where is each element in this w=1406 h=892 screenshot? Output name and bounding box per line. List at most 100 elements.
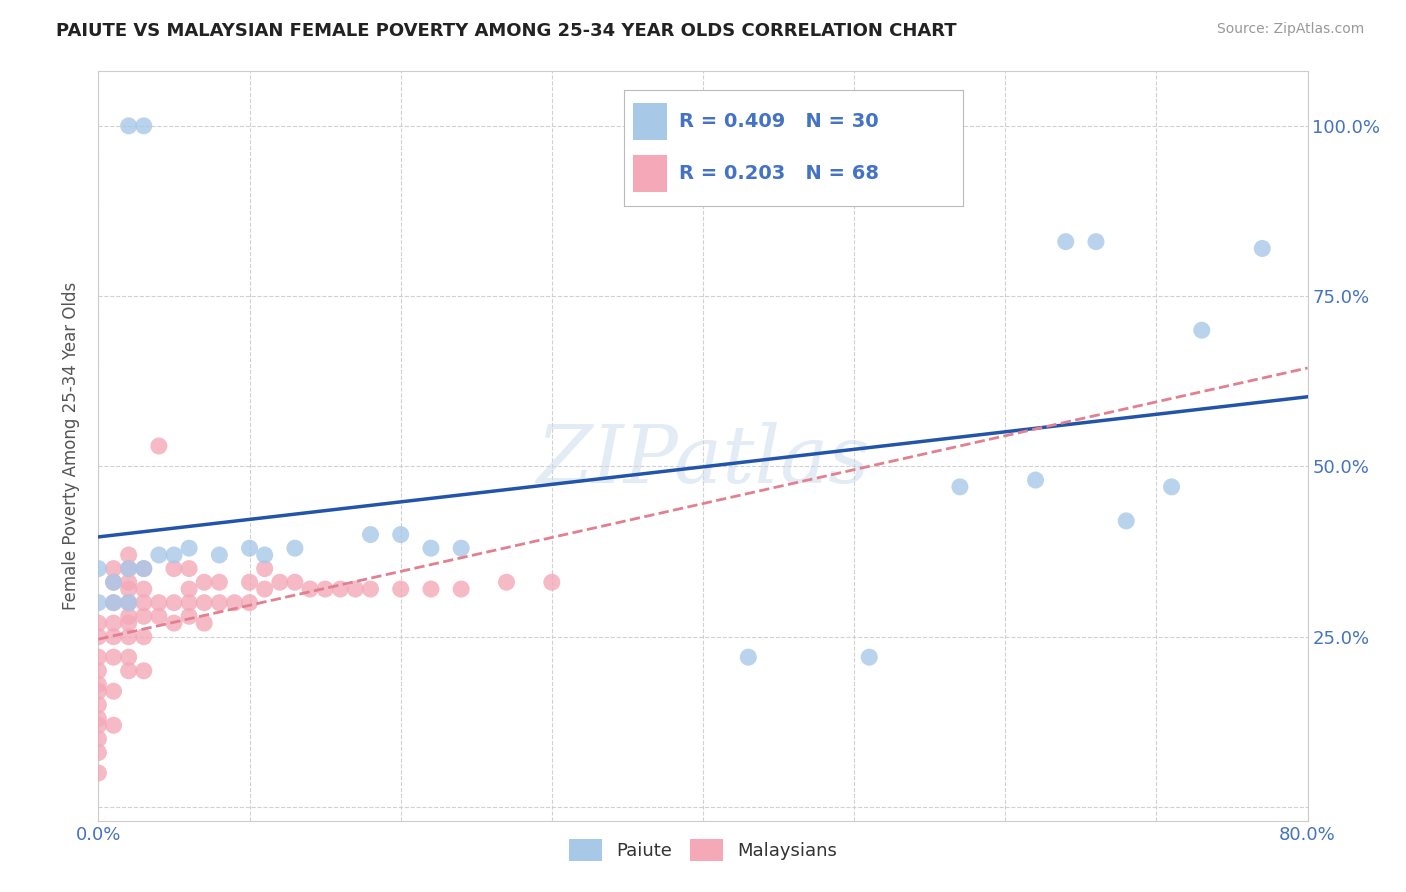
Point [450, 582, 472, 596]
Point [132, 561, 155, 575]
Point [1115, 514, 1137, 528]
Point [103, 561, 125, 575]
Point [224, 596, 246, 610]
Point [163, 561, 186, 575]
Point [87, 718, 110, 732]
Point [148, 548, 170, 562]
Point [103, 616, 125, 631]
Text: PAIUTE VS MALAYSIAN FEMALE POVERTY AMONG 25-34 YEAR OLDS CORRELATION CHART: PAIUTE VS MALAYSIAN FEMALE POVERTY AMONG… [56, 22, 957, 40]
Point [118, 561, 141, 575]
Point [118, 664, 141, 678]
Point [132, 630, 155, 644]
Point [87, 731, 110, 746]
Point [1054, 235, 1077, 249]
Point [1191, 323, 1213, 337]
Point [420, 541, 443, 556]
Point [148, 439, 170, 453]
Point [208, 596, 231, 610]
Point [329, 582, 352, 596]
Text: Source: ZipAtlas.com: Source: ZipAtlas.com [1216, 22, 1364, 37]
Point [179, 582, 201, 596]
Point [87, 766, 110, 780]
Point [103, 630, 125, 644]
Point [87, 650, 110, 665]
Point [118, 650, 141, 665]
Point [132, 561, 155, 575]
Point [103, 575, 125, 590]
Point [360, 582, 382, 596]
Point [1160, 480, 1182, 494]
Point [118, 575, 141, 590]
Point [87, 684, 110, 698]
Point [179, 596, 201, 610]
Point [179, 541, 201, 556]
Point [103, 575, 125, 590]
Point [193, 616, 215, 631]
Point [239, 575, 262, 590]
Point [87, 711, 110, 725]
Point [87, 630, 110, 644]
Point [179, 609, 201, 624]
Point [344, 582, 367, 596]
Point [208, 575, 231, 590]
Point [132, 664, 155, 678]
Point [269, 575, 291, 590]
Y-axis label: Female Poverty Among 25-34 Year Olds: Female Poverty Among 25-34 Year Olds [62, 282, 80, 610]
Point [253, 548, 276, 562]
Point [253, 582, 276, 596]
Point [737, 650, 759, 665]
Point [118, 630, 141, 644]
Point [118, 119, 141, 133]
Point [239, 541, 262, 556]
Point [132, 596, 155, 610]
Point [132, 609, 155, 624]
Text: ZIPatlas: ZIPatlas [536, 422, 870, 500]
Point [103, 650, 125, 665]
Point [1251, 242, 1274, 256]
Point [148, 609, 170, 624]
Point [87, 616, 110, 631]
Point [103, 718, 125, 732]
Point [193, 575, 215, 590]
Point [1085, 235, 1108, 249]
Legend: Paiute, Malaysians: Paiute, Malaysians [562, 831, 844, 868]
Point [87, 698, 110, 712]
Point [118, 548, 141, 562]
Point [284, 541, 307, 556]
Point [163, 616, 186, 631]
Point [103, 684, 125, 698]
Point [163, 548, 186, 562]
Point [118, 596, 141, 610]
Point [540, 575, 562, 590]
Point [420, 582, 443, 596]
Point [858, 650, 880, 665]
Point [118, 609, 141, 624]
Point [87, 664, 110, 678]
Point [314, 582, 336, 596]
Point [208, 548, 231, 562]
Point [253, 561, 276, 575]
Point [1024, 473, 1046, 487]
Point [389, 527, 412, 541]
Point [163, 596, 186, 610]
Point [360, 527, 382, 541]
Point [87, 561, 110, 575]
Point [450, 541, 472, 556]
Point [118, 561, 141, 575]
Point [132, 119, 155, 133]
Point [179, 561, 201, 575]
Point [118, 582, 141, 596]
Point [87, 746, 110, 760]
Point [284, 575, 307, 590]
Point [87, 677, 110, 691]
Point [87, 596, 110, 610]
Point [193, 596, 215, 610]
Point [389, 582, 412, 596]
Point [103, 596, 125, 610]
Point [148, 596, 170, 610]
Point [299, 582, 322, 596]
Point [118, 616, 141, 631]
Point [132, 582, 155, 596]
Point [103, 596, 125, 610]
Point [949, 480, 972, 494]
